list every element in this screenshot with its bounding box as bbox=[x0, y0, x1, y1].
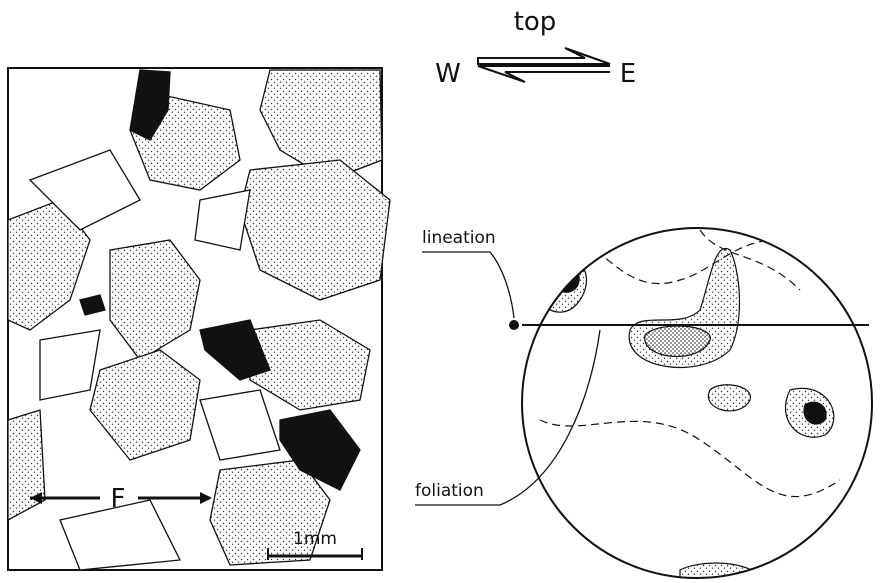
shear-sense: top W E bbox=[435, 7, 636, 89]
leader-line bbox=[415, 330, 600, 505]
microstructure: F 1mm bbox=[8, 68, 390, 570]
lineation-point bbox=[509, 320, 519, 330]
contour bbox=[599, 158, 657, 190]
contour bbox=[708, 385, 750, 411]
contour bbox=[804, 402, 826, 424]
pole-figure: lineation foliation bbox=[415, 158, 872, 579]
foliation-label: foliation bbox=[415, 481, 484, 501]
east-label: E bbox=[620, 59, 636, 89]
grain bbox=[8, 410, 45, 520]
leader-line bbox=[422, 252, 514, 318]
scale-label: 1mm bbox=[293, 529, 337, 549]
lineation-label: lineation bbox=[422, 228, 496, 248]
figure: top W E bbox=[0, 0, 886, 579]
flattening-label: F bbox=[111, 484, 126, 514]
grain bbox=[195, 190, 250, 250]
upper-arrow bbox=[478, 48, 610, 64]
west-label: W bbox=[435, 59, 461, 89]
top-label: top bbox=[514, 7, 557, 37]
lower-arrow bbox=[478, 66, 610, 82]
